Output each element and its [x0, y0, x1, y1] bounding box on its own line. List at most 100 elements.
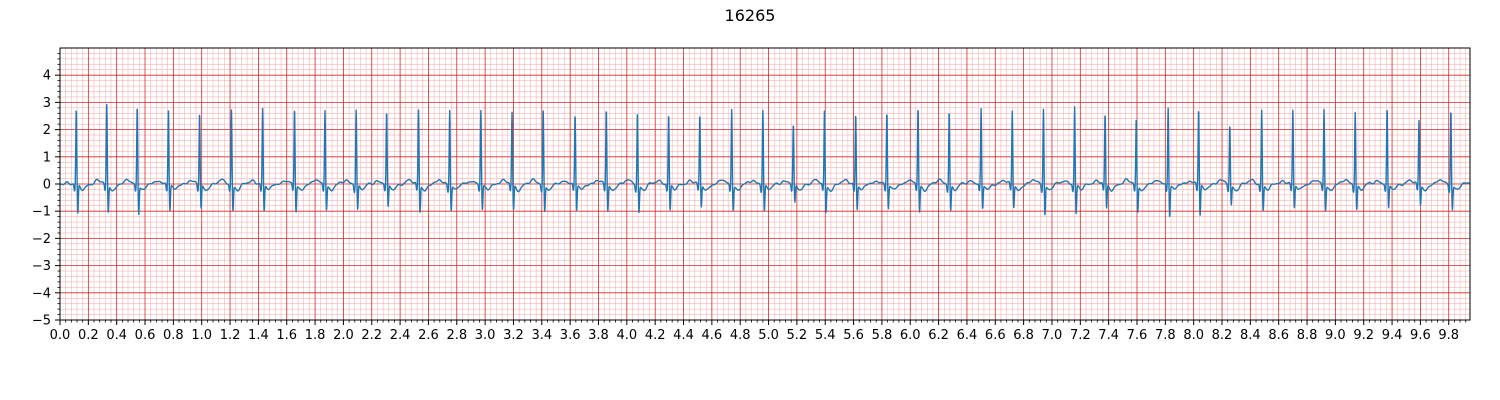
r-peak-point — [1323, 110, 1325, 112]
x-tick-label: 5.2 — [787, 328, 808, 343]
x-tick-label: 1.0 — [191, 328, 212, 343]
r-peak-point — [762, 110, 764, 112]
r-peak-point — [262, 108, 264, 110]
r-peak-point — [294, 108, 296, 110]
r-peak-point — [1354, 111, 1356, 113]
x-tick-label: 4.2 — [645, 328, 666, 343]
x-tick-label: 9.8 — [1438, 328, 1459, 343]
r-peak-point — [1261, 110, 1263, 112]
x-axis: 0.0 0.2 0.4 0.6 0.8 1.0 1.2 1.4 1.6 1.8 2.0 2.2 2.4 2… — [50, 320, 1467, 343]
x-tick-label: 8.2 — [1212, 328, 1233, 343]
r-peak-point — [668, 114, 670, 116]
x-tick-label: 7.6 — [1127, 328, 1148, 343]
x-tick-label: 7.2 — [1070, 328, 1091, 343]
x-tick-label: 2.8 — [446, 328, 467, 343]
y-tick-label: −5 — [32, 314, 51, 329]
r-peak-point — [511, 112, 513, 114]
y-tick-label: 3 — [43, 96, 51, 111]
x-tick-label: 0.4 — [106, 328, 127, 343]
r-peak-point — [1386, 108, 1388, 110]
x-tick-label: 9.6 — [1410, 328, 1431, 343]
x-tick-label: 7.8 — [1155, 328, 1176, 343]
r-peak-point — [199, 112, 201, 114]
y-tick-label: 4 — [43, 69, 51, 84]
x-tick-label: 8.8 — [1297, 328, 1318, 343]
x-tick-label: 0.0 — [50, 328, 71, 343]
r-peak-point — [418, 110, 420, 112]
r-peak-point — [542, 111, 544, 113]
x-tick-label: 8.6 — [1268, 328, 1289, 343]
r-peak-point — [324, 110, 326, 112]
x-tick-label: 8.4 — [1240, 328, 1261, 343]
x-tick-label: 0.8 — [163, 328, 184, 343]
x-tick-label: 1.6 — [276, 328, 297, 343]
r-peak-point — [1450, 108, 1452, 110]
x-tick-label: 3.6 — [560, 328, 581, 343]
chart-title: 16265 — [724, 6, 776, 25]
r-peak-point — [824, 108, 826, 110]
r-peak-point — [948, 110, 950, 112]
x-tick-label: 4.8 — [730, 328, 751, 343]
r-peak-point — [886, 112, 888, 114]
y-tick-label: −1 — [32, 205, 51, 220]
r-peak-point — [1167, 107, 1169, 109]
major-grid — [59, 47, 1470, 321]
x-tick-label: 4.4 — [673, 328, 694, 343]
x-tick-label: 6.0 — [900, 328, 921, 343]
r-peak-point — [1292, 111, 1294, 113]
x-tick-label: 2.6 — [418, 328, 439, 343]
x-tick-label: 1.8 — [305, 328, 326, 343]
r-peak-point — [167, 107, 169, 109]
r-peak-point — [1074, 107, 1076, 109]
x-tick-label: 4.0 — [616, 328, 637, 343]
y-tick-label: −2 — [32, 232, 51, 247]
x-tick-label: 7.4 — [1098, 328, 1119, 343]
y-tick-label: 0 — [43, 178, 51, 193]
r-peak-point — [1135, 118, 1137, 120]
x-tick-label: 3.2 — [503, 328, 524, 343]
x-tick-label: 6.4 — [957, 328, 978, 343]
x-tick-label: 1.2 — [220, 328, 241, 343]
x-tick-label: 8.0 — [1183, 328, 1204, 343]
x-tick-label: 9.2 — [1353, 328, 1374, 343]
r-peak-point — [1042, 108, 1044, 110]
r-peak-point — [75, 108, 77, 110]
r-peak-point — [136, 105, 138, 107]
r-peak-point — [1104, 114, 1106, 116]
x-tick-label: 3.8 — [588, 328, 609, 343]
x-tick-label: 0.6 — [135, 328, 156, 343]
x-tick-label: 3.4 — [531, 328, 552, 343]
x-tick-label: 5.0 — [758, 328, 779, 343]
ecg-trace-group — [59, 103, 1471, 217]
x-tick-label: 3.0 — [475, 328, 496, 343]
x-tick-label: 2.4 — [390, 328, 411, 343]
r-peak-point — [731, 108, 733, 110]
r-peak-point — [480, 111, 482, 113]
x-tick-label: 5.6 — [843, 328, 864, 343]
r-peak-point — [605, 108, 607, 110]
x-tick-label: 6.2 — [928, 328, 949, 343]
r-peak-point — [574, 114, 576, 116]
x-tick-label: 6.8 — [1013, 328, 1034, 343]
y-tick-label: 1 — [43, 150, 51, 165]
r-peak-point — [386, 112, 388, 114]
r-peak-point — [636, 111, 638, 113]
r-peak-point — [1011, 111, 1013, 113]
x-tick-label: 1.4 — [248, 328, 269, 343]
x-tick-label: 5.8 — [872, 328, 893, 343]
r-peak-point — [106, 105, 108, 107]
r-peak-point — [355, 110, 357, 112]
y-tick-label: −3 — [32, 259, 51, 274]
x-tick-label: 9.0 — [1325, 328, 1346, 343]
x-tick-label: 5.4 — [815, 328, 836, 343]
x-tick-label: 2.0 — [333, 328, 354, 343]
r-peak-point — [855, 112, 857, 114]
r-peak-point — [1198, 108, 1200, 110]
x-tick-label: 4.6 — [702, 328, 723, 343]
r-peak-point — [1418, 120, 1420, 122]
y-axis: 4 3 2 1 0 −1 −2 −3 −4 −5 — [32, 53, 60, 329]
x-tick-label: 7.0 — [1042, 328, 1063, 343]
r-peak-point — [980, 110, 982, 112]
ecg-series-line — [59, 103, 1471, 217]
